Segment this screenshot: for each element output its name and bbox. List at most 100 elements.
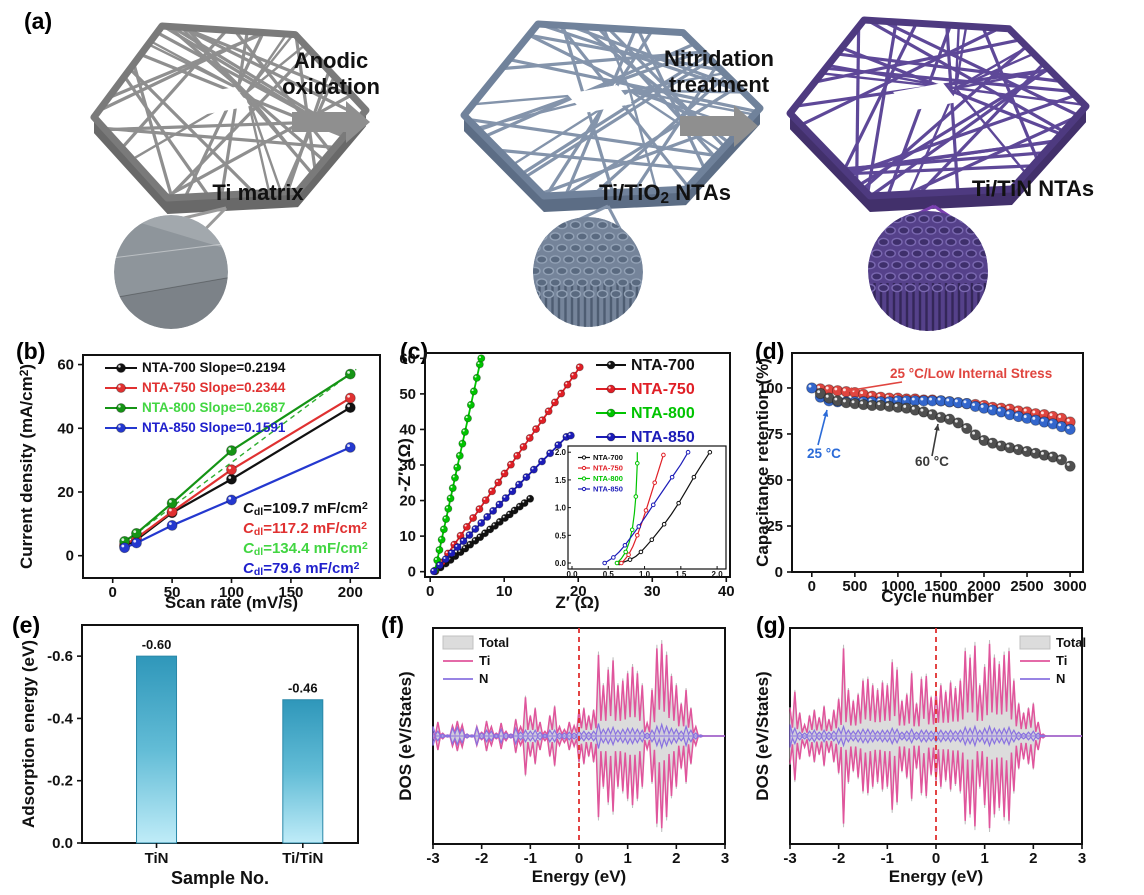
svg-text:Energy (eV): Energy (eV) bbox=[889, 867, 983, 886]
svg-text:-2: -2 bbox=[832, 850, 845, 867]
svg-text:20: 20 bbox=[399, 493, 416, 510]
svg-text:TiN: TiN bbox=[145, 850, 169, 867]
svg-text:NTA-700: NTA-700 bbox=[631, 357, 695, 374]
svg-text:Scan rate (mV/s): Scan rate (mV/s) bbox=[165, 593, 298, 612]
svg-text:30: 30 bbox=[644, 583, 661, 600]
svg-text:DOS (eV/States): DOS (eV/States) bbox=[396, 671, 415, 800]
svg-text:40: 40 bbox=[57, 420, 74, 437]
svg-text:NTA-800: NTA-800 bbox=[631, 405, 695, 422]
svg-text:0.5: 0.5 bbox=[555, 531, 567, 540]
svg-text:2.0: 2.0 bbox=[555, 448, 567, 457]
svg-text:Ti/TiN NTAs: Ti/TiN NTAs bbox=[972, 176, 1094, 201]
svg-text:Adsorption energy (eV): Adsorption energy (eV) bbox=[19, 640, 38, 828]
svg-text:25: 25 bbox=[766, 518, 783, 535]
chart-c-nyquist: 0 10 20 30 40 0 10 20 30 40 50 60 Z′ (Ω) -Z″ (Ω) NTA-7… bbox=[395, 350, 735, 612]
svg-text:25 °C: 25 °C bbox=[807, 446, 841, 461]
svg-text:60 °C: 60 °C bbox=[915, 454, 949, 469]
svg-text:NTA-700: NTA-700 bbox=[593, 453, 623, 462]
svg-text:50: 50 bbox=[164, 584, 181, 601]
svg-text:0: 0 bbox=[808, 578, 816, 595]
svg-text:N: N bbox=[479, 671, 488, 686]
svg-text:Cdl=79.6 mF/cm2: Cdl=79.6 mF/cm2 bbox=[243, 560, 360, 578]
svg-text:treatment: treatment bbox=[669, 72, 770, 97]
svg-text:Ti matrix: Ti matrix bbox=[212, 180, 304, 205]
svg-text:NTA-850: NTA-850 bbox=[593, 485, 623, 494]
svg-text:0: 0 bbox=[408, 564, 416, 581]
svg-text:3: 3 bbox=[1078, 850, 1086, 867]
svg-text:1000: 1000 bbox=[881, 578, 914, 595]
svg-text:Anodic: Anodic bbox=[294, 48, 369, 73]
svg-text:-0.46: -0.46 bbox=[288, 681, 318, 696]
svg-text:Cdl=117.2 mF/cm2: Cdl=117.2 mF/cm2 bbox=[243, 520, 367, 538]
svg-text:-0.6: -0.6 bbox=[47, 648, 73, 665]
svg-text:1.5: 1.5 bbox=[555, 476, 567, 485]
svg-text:0: 0 bbox=[932, 850, 940, 867]
svg-text:40: 40 bbox=[399, 421, 416, 438]
svg-text:10: 10 bbox=[496, 583, 513, 600]
svg-text:0: 0 bbox=[575, 850, 583, 867]
svg-text:1500: 1500 bbox=[924, 578, 957, 595]
svg-text:20: 20 bbox=[57, 484, 74, 501]
svg-text:NTA-850 Slope=0.1591: NTA-850 Slope=0.1591 bbox=[142, 420, 286, 435]
svg-text:Cdl=134.4 mF/cm2: Cdl=134.4 mF/cm2 bbox=[243, 540, 368, 558]
svg-text:Cdl=109.7 mF/cm2: Cdl=109.7 mF/cm2 bbox=[243, 500, 368, 518]
svg-text:100: 100 bbox=[219, 584, 244, 601]
chart-g-dos: -3 -2 -1 0 1 2 3 Energy (eV) DOS (eV/States) Tota… bbox=[753, 627, 1086, 886]
svg-text:-0.60: -0.60 bbox=[142, 637, 172, 652]
svg-text:-3: -3 bbox=[783, 850, 796, 867]
panel-label-c: (c) bbox=[400, 338, 429, 364]
svg-text:-0.2: -0.2 bbox=[47, 773, 73, 790]
svg-text:500: 500 bbox=[842, 578, 867, 595]
svg-text:-2: -2 bbox=[475, 850, 488, 867]
panel-label-d: (d) bbox=[755, 338, 785, 364]
svg-text:2.0: 2.0 bbox=[712, 570, 724, 579]
svg-text:30: 30 bbox=[399, 457, 416, 474]
svg-text:2500: 2500 bbox=[1010, 578, 1043, 595]
panel-a-schematic: Ti matrix Ti/TiO2 NTAs Ti/TiN NTAs Anodicox… bbox=[90, 16, 1094, 331]
svg-text:Z′ (Ω): Z′ (Ω) bbox=[555, 593, 599, 612]
svg-text:60: 60 bbox=[399, 350, 416, 367]
svg-text:50: 50 bbox=[766, 472, 783, 489]
svg-text:1.0: 1.0 bbox=[639, 570, 651, 579]
panel-label-b: (b) bbox=[16, 338, 46, 364]
svg-text:75: 75 bbox=[766, 426, 783, 443]
svg-text:0.0: 0.0 bbox=[52, 835, 73, 852]
chart-e-adsorption-energy: 0.0 -0.2 -0.4 -0.6 -0.60 TiN -0.46 Ti/TiN Sample… bbox=[19, 624, 359, 888]
svg-text:0.5: 0.5 bbox=[603, 570, 615, 579]
svg-text:Ti/TiO2 NTAs: Ti/TiO2 NTAs bbox=[599, 180, 731, 207]
panel-label-a: (a) bbox=[24, 8, 53, 34]
svg-text:3: 3 bbox=[721, 850, 729, 867]
svg-text:N: N bbox=[1056, 671, 1065, 686]
svg-text:-3: -3 bbox=[426, 850, 439, 867]
svg-text:60: 60 bbox=[57, 357, 74, 374]
svg-text:NTA-850: NTA-850 bbox=[631, 429, 695, 446]
svg-text:100: 100 bbox=[758, 380, 783, 397]
svg-text:2000: 2000 bbox=[967, 578, 1000, 595]
panel-label-e: (e) bbox=[12, 612, 41, 638]
svg-text:Ti: Ti bbox=[479, 653, 490, 668]
svg-text:Energy (eV): Energy (eV) bbox=[532, 867, 626, 886]
svg-text:oxidation: oxidation bbox=[282, 74, 380, 99]
svg-text:NTA-800: NTA-800 bbox=[593, 474, 623, 483]
svg-text:0: 0 bbox=[66, 548, 74, 565]
panel-label-f: (f) bbox=[381, 612, 404, 638]
svg-text:1: 1 bbox=[623, 850, 631, 867]
svg-text:NTA-750: NTA-750 bbox=[631, 381, 695, 398]
svg-text:Ti: Ti bbox=[1056, 653, 1067, 668]
chart-d-cycling-stability: 0 500 1000 1500 2000 2500 3000 0 25 50 75 100 Cycle … bbox=[753, 352, 1087, 606]
svg-text:-Z″ (Ω): -Z″ (Ω) bbox=[395, 438, 414, 492]
chart-b-cdl-scan-rate: 0 50 100 150 200 0 20 40 60 Scan rate (mV/s) Curre… bbox=[17, 354, 381, 612]
svg-text:25 °C/Low Internal Stress: 25 °C/Low Internal Stress bbox=[890, 366, 1052, 381]
svg-text:150: 150 bbox=[278, 584, 303, 601]
panel-label-g: (g) bbox=[756, 612, 786, 638]
svg-text:50: 50 bbox=[399, 386, 416, 403]
svg-text:0.0: 0.0 bbox=[566, 570, 578, 579]
chart-f-dos: -3 -2 -1 0 1 2 3 Energy (eV) DOS (eV/States) Tota… bbox=[396, 627, 729, 886]
svg-text:Total: Total bbox=[479, 635, 509, 650]
svg-text:2: 2 bbox=[672, 850, 680, 867]
svg-text:NTA-700 Slope=0.2194: NTA-700 Slope=0.2194 bbox=[142, 360, 286, 375]
svg-text:0: 0 bbox=[426, 583, 434, 600]
svg-text:1.5: 1.5 bbox=[675, 570, 687, 579]
svg-text:Sample No.: Sample No. bbox=[171, 868, 269, 888]
